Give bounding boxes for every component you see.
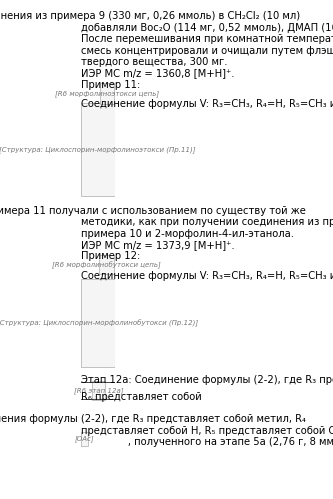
FancyBboxPatch shape	[92, 381, 105, 400]
Text: ИЭР МС m/z = 1360,8 [M+H]⁺.: ИЭР МС m/z = 1360,8 [M+H]⁺.	[81, 68, 235, 78]
FancyBboxPatch shape	[81, 103, 115, 196]
Text: К раствору соединения формулы (2-2), где R₃ представляет собой метил, R₄: К раствору соединения формулы (2-2), где…	[0, 414, 306, 424]
Text: Пример 12:: Пример 12:	[81, 251, 141, 261]
Text: , полученного на этапе 5а (2,76 г, 8 ммоль) в безводном ТГФ, добавляли: , полученного на этапе 5а (2,76 г, 8 ммо…	[81, 437, 333, 447]
Text: Этап 12а: Соединение формулы (2-2), где R₃ представляет собой метил, R₄=H, R₅=CH: Этап 12а: Соединение формулы (2-2), где …	[81, 375, 333, 385]
Text: представляет собой H, R₅ представляет собой CH₃ и R₂ представляет собой: представляет собой H, R₅ представляет со…	[81, 426, 333, 436]
Text: [R6 морфолинобутокси цепь]: [R6 морфолинобутокси цепь]	[52, 261, 161, 268]
FancyBboxPatch shape	[99, 255, 114, 274]
Text: Пример 11:: Пример 11:	[81, 80, 141, 90]
Text: [R6 этап 12а]: [R6 этап 12а]	[74, 387, 123, 394]
FancyBboxPatch shape	[81, 432, 88, 446]
Text: ИЭР МС m/z = 1373,9 [M+H]⁺.: ИЭР МС m/z = 1373,9 [M+H]⁺.	[81, 240, 235, 250]
Text: [OAc]: [OAc]	[75, 435, 94, 442]
Text: После перемешивания при комнатной температуре в течение 4 часов реакционную: После перемешивания при комнатной темпер…	[81, 34, 333, 44]
Text: [Структура: Циклоспорин-морфолиноэтокси (Пр.11)]: [Структура: Циклоспорин-морфолиноэтокси …	[0, 146, 196, 153]
Text: смесь концентрировали и очищали путем флэш-хроматографии с получением белого: смесь концентрировали и очищали путем фл…	[81, 45, 333, 55]
Text: твердого вещества, 300 мг.: твердого вещества, 300 мг.	[81, 57, 228, 67]
Text: Соединение формулы V: R₃=CH₃, R₄=H, R₅=CH₃ и R₆ =: Соединение формулы V: R₃=CH₃, R₄=H, R₅=C…	[81, 99, 333, 109]
Text: Соединение из примера 11 получали с использованием по существу той же: Соединение из примера 11 получали с испо…	[0, 206, 306, 216]
Text: [R6 морфолиноэтокси цепь]: [R6 морфолиноэтокси цепь]	[55, 90, 159, 97]
Text: R₆ представляет собой: R₆ представляет собой	[81, 392, 202, 402]
FancyBboxPatch shape	[81, 279, 115, 367]
Text: Соединение формулы V: R₃=CH₃, R₄=H, R₅=CH₃ и R₆ =: Соединение формулы V: R₃=CH₃, R₄=H, R₅=C…	[81, 271, 333, 281]
Text: добавляли Boc₂O (114 мг, 0,52 ммоль), ДМАП (16,5 мг) при комнатной температуре.: добавляли Boc₂O (114 мг, 0,52 ммоль), ДМ…	[81, 23, 333, 33]
FancyBboxPatch shape	[100, 83, 114, 104]
Text: методики, как при получении соединения из примера 6, с применением соединения из: методики, как при получении соединения и…	[81, 217, 333, 227]
Text: [Структура: Циклоспорин-морфолинобутокси (Пр.12)]: [Структура: Циклоспорин-морфолинобутокси…	[0, 319, 198, 327]
Text: примера 10 и 2-морфолин-4-ил-этанола.: примера 10 и 2-морфолин-4-ил-этанола.	[81, 229, 294, 239]
Text: К раствору соединения из примера 9 (330 мг, 0,26 ммоль) в CH₂Cl₂ (10 мл): К раствору соединения из примера 9 (330 …	[0, 11, 300, 21]
